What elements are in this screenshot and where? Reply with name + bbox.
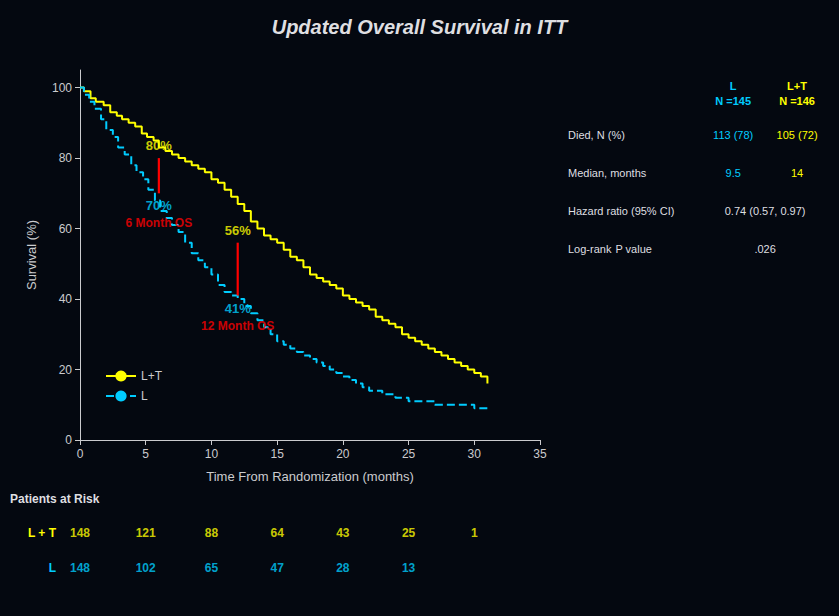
svg-text:43: 43 [336,526,350,540]
svg-text:Hazard ratio (95% CI): Hazard ratio (95% CI) [568,205,674,217]
svg-text:64: 64 [270,526,284,540]
svg-text:0: 0 [77,447,84,461]
svg-text:L + T: L + T [28,526,57,540]
svg-text:L: L [730,80,737,92]
svg-text:N =145: N =145 [715,95,751,107]
svg-text:28: 28 [336,561,350,575]
svg-text:30: 30 [468,447,482,461]
svg-text:Median, months: Median, months [568,167,647,179]
svg-text:1: 1 [471,526,478,540]
svg-text:65: 65 [205,561,219,575]
svg-text:56%: 56% [225,223,251,238]
svg-text:0: 0 [65,433,72,447]
svg-text:102: 102 [136,561,156,575]
svg-text:Log-rank P value: Log-rank P value [568,243,652,255]
svg-text:80: 80 [59,151,73,165]
svg-text:Survival (%): Survival (%) [24,220,39,290]
svg-text:121: 121 [136,526,156,540]
svg-text:Updated Overall Survival in IT: Updated Overall Survival in ITT [272,16,569,38]
svg-text:10: 10 [205,447,219,461]
svg-text:Time From Randomization (month: Time From Randomization (months) [206,469,414,484]
svg-text:100: 100 [52,81,72,95]
svg-text:L+T: L+T [141,369,163,383]
svg-text:Patients at Risk: Patients at Risk [10,492,100,506]
svg-text:9.5: 9.5 [726,167,741,179]
svg-text:25: 25 [402,447,416,461]
svg-text:40: 40 [59,292,73,306]
svg-text:Died, N (%): Died, N (%) [568,129,625,141]
svg-text:L+T: L+T [787,80,807,92]
svg-text:35: 35 [533,447,547,461]
svg-text:20: 20 [336,447,350,461]
svg-text:47: 47 [270,561,284,575]
svg-text:13: 13 [402,561,416,575]
svg-text:148: 148 [70,561,90,575]
svg-text:88: 88 [205,526,219,540]
svg-text:113 (78): 113 (78) [713,129,753,141]
svg-text:0.74 (0.57, 0.97): 0.74 (0.57, 0.97) [725,205,806,217]
svg-text:L: L [141,389,148,403]
svg-text:41%: 41% [225,301,251,316]
svg-text:N =146: N =146 [779,95,815,107]
svg-text:5: 5 [142,447,149,461]
svg-text:12 Month OS: 12 Month OS [201,319,274,333]
svg-text:.026: .026 [754,243,775,255]
svg-text:148: 148 [70,526,90,540]
svg-text:60: 60 [59,222,73,236]
svg-text:6 Month OS: 6 Month OS [126,216,193,230]
svg-text:14: 14 [791,167,803,179]
svg-text:70%: 70% [146,198,172,213]
svg-text:105 (72): 105 (72) [777,129,818,141]
svg-text:80%: 80% [146,138,172,153]
svg-text:20: 20 [59,363,73,377]
svg-text:L: L [49,561,56,575]
svg-text:15: 15 [270,447,284,461]
svg-text:25: 25 [402,526,416,540]
